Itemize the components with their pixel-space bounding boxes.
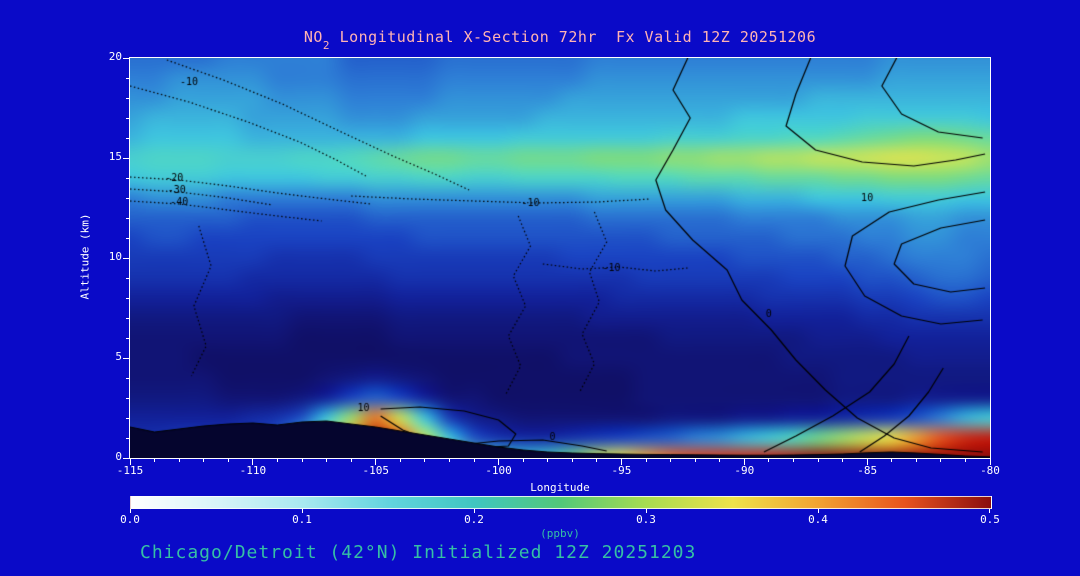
- y-tick-label: 15: [108, 150, 122, 163]
- x-minor-tick: [842, 458, 844, 462]
- y-major-tick: [123, 57, 130, 59]
- y-minor-tick: [126, 437, 130, 439]
- y-minor-tick: [126, 377, 130, 379]
- x-minor-tick: [670, 458, 672, 462]
- x-minor-tick: [768, 458, 770, 462]
- x-minor-tick: [326, 458, 328, 462]
- colorbar: [130, 496, 992, 509]
- x-tick-label: -100: [485, 464, 512, 477]
- y-major-tick: [123, 457, 130, 459]
- x-minor-tick: [276, 458, 278, 462]
- colorbar-tick-label: 0.4: [808, 513, 828, 526]
- x-major-tick: [252, 458, 254, 465]
- x-minor-tick: [940, 458, 942, 462]
- x-minor-tick: [571, 458, 573, 462]
- colorbar-units-label: (ppbv): [540, 527, 580, 540]
- x-minor-tick: [964, 458, 966, 462]
- y-tick-label: 0: [115, 450, 122, 463]
- y-major-tick: [123, 357, 130, 359]
- y-minor-tick: [126, 277, 130, 279]
- chart-title: NO2 Longitudinal X-Section 72hr Fx Valid…: [130, 28, 990, 52]
- y-minor-tick: [126, 217, 130, 219]
- colorbar-tick-label: 0.0: [120, 513, 140, 526]
- y-minor-tick: [126, 197, 130, 199]
- x-minor-tick: [227, 458, 229, 462]
- x-tick-label: -115: [116, 464, 144, 477]
- x-minor-tick: [399, 458, 401, 462]
- y-minor-tick: [126, 417, 130, 419]
- colorbar-tick: [473, 509, 475, 513]
- plot-area: [129, 57, 991, 459]
- y-minor-tick: [126, 297, 130, 299]
- colorbar-tick: [645, 509, 647, 513]
- x-minor-tick: [792, 458, 794, 462]
- x-minor-tick: [424, 458, 426, 462]
- x-tick-label: -110: [239, 464, 267, 477]
- x-minor-tick: [547, 458, 549, 462]
- y-minor-tick: [126, 317, 130, 319]
- colorbar-tick: [817, 509, 819, 513]
- colorbar-tick-label: 0.2: [464, 513, 484, 526]
- colorbar-tick: [988, 509, 990, 513]
- x-minor-tick: [178, 458, 180, 462]
- x-major-tick: [743, 458, 745, 465]
- x-axis-label: Longitude: [530, 481, 590, 494]
- y-tick-label: 5: [115, 350, 122, 363]
- x-major-tick: [989, 458, 991, 465]
- y-minor-tick: [126, 77, 130, 79]
- x-minor-tick: [473, 458, 475, 462]
- y-minor-tick: [126, 137, 130, 139]
- y-minor-tick: [126, 97, 130, 99]
- x-minor-tick: [448, 458, 450, 462]
- x-minor-tick: [817, 458, 819, 462]
- y-minor-tick: [126, 237, 130, 239]
- colorbar-tick-label: 0.3: [636, 513, 656, 526]
- x-tick-label: -85: [857, 464, 878, 477]
- x-major-tick: [866, 458, 868, 465]
- y-minor-tick: [126, 337, 130, 339]
- x-tick-label: -105: [362, 464, 389, 477]
- x-minor-tick: [350, 458, 352, 462]
- x-minor-tick: [891, 458, 893, 462]
- x-major-tick: [498, 458, 500, 465]
- title-rest: Longitudinal X-Section 72hr Fx Valid 12Z…: [330, 28, 817, 46]
- x-major-tick: [620, 458, 622, 465]
- y-minor-tick: [126, 397, 130, 399]
- y-major-tick: [123, 157, 130, 159]
- x-tick-label: -95: [611, 464, 632, 477]
- caption: Chicago/Detroit (42°N) Initialized 12Z 2…: [140, 542, 697, 563]
- x-minor-tick: [719, 458, 721, 462]
- y-tick-label: 20: [108, 50, 122, 63]
- x-minor-tick: [154, 458, 156, 462]
- x-minor-tick: [522, 458, 524, 462]
- x-minor-tick: [203, 458, 205, 462]
- x-minor-tick: [596, 458, 598, 462]
- x-major-tick: [375, 458, 377, 465]
- colorbar-tick: [129, 509, 131, 513]
- x-minor-tick: [301, 458, 303, 462]
- x-minor-tick: [694, 458, 696, 462]
- y-major-tick: [123, 257, 130, 259]
- x-tick-label: -80: [980, 464, 1000, 477]
- x-minor-tick: [645, 458, 647, 462]
- y-minor-tick: [126, 177, 130, 179]
- title-subscript: 2: [322, 39, 331, 52]
- y-tick-label: 10: [108, 250, 122, 263]
- heatmap-canvas: [130, 58, 990, 458]
- x-minor-tick: [915, 458, 917, 462]
- colorbar-tick-label: 0.5: [980, 513, 1000, 526]
- y-minor-tick: [126, 117, 130, 119]
- x-major-tick: [129, 458, 131, 465]
- x-tick-label: -90: [734, 464, 755, 477]
- title-prefix: NO: [303, 28, 323, 46]
- colorbar-tick: [301, 509, 303, 513]
- colorbar-tick-label: 0.1: [292, 513, 312, 526]
